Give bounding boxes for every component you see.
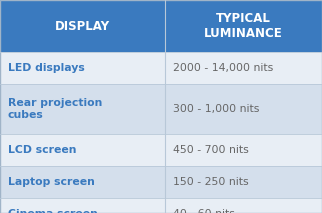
Bar [0,84,165,134]
Bar [165,84,322,134]
Text: LCD screen: LCD screen [8,145,77,155]
Text: Cinema screen: Cinema screen [8,209,98,213]
Bar [165,52,322,84]
Text: TYPICAL
LUMINANCE: TYPICAL LUMINANCE [204,12,283,40]
Text: 40 - 60 nits: 40 - 60 nits [173,209,235,213]
Bar [0,0,165,52]
Bar [165,0,322,52]
Text: DISPLAY: DISPLAY [55,20,110,33]
Text: 450 - 700 nits: 450 - 700 nits [173,145,249,155]
Bar [0,198,165,213]
Text: 2000 - 14,000 nits: 2000 - 14,000 nits [173,63,273,73]
Text: 150 - 250 nits: 150 - 250 nits [173,177,249,187]
Bar [0,52,165,84]
Bar [165,166,322,198]
Text: 300 - 1,000 nits: 300 - 1,000 nits [173,104,260,114]
Bar [165,198,322,213]
Bar [165,134,322,166]
Bar [0,134,165,166]
Text: LED displays: LED displays [8,63,85,73]
Text: Rear projection
cubes: Rear projection cubes [8,98,102,120]
Text: Laptop screen: Laptop screen [8,177,95,187]
Bar [0,166,165,198]
